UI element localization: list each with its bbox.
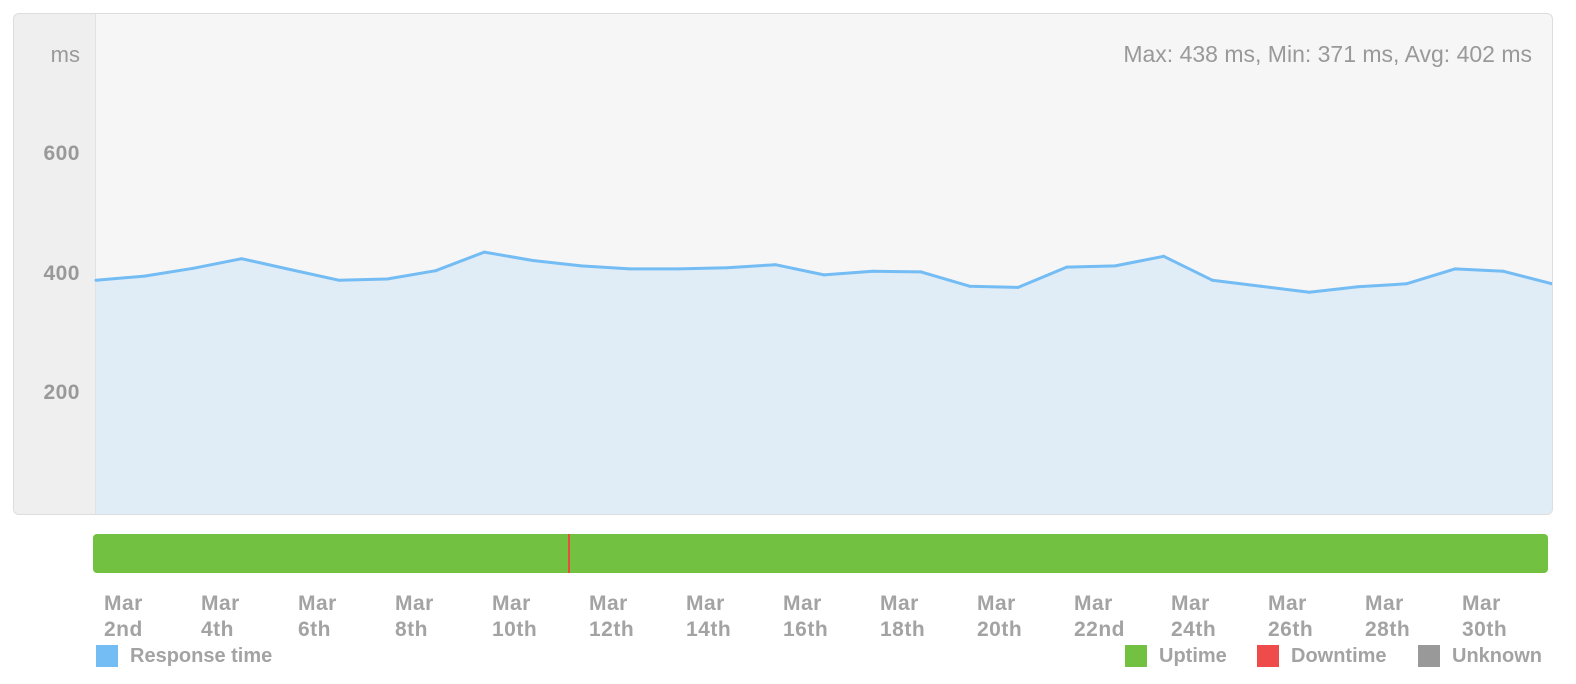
x-tick-month: Mar [1365,592,1404,615]
y-axis-unit: ms [50,42,80,67]
response-time-chart: ms 200 400 600 Max: 438 ms, Min: 371 ms, A… [13,13,1553,515]
response-time-point [579,264,583,268]
response-time-point [240,257,244,261]
response-time-point [94,278,98,282]
x-tick-label: Mar 4th [201,591,240,643]
response-time-plot [94,250,1552,514]
x-tick-label: Mar 6th [298,591,337,643]
response-time-point [1404,282,1408,286]
x-tick-month: Mar [104,592,143,615]
x-tick-month: Mar [1171,592,1210,615]
x-tick-month: Mar [395,592,434,615]
x-tick-month: Mar [977,592,1016,615]
legend-unknown-label: Unknown [1452,645,1542,667]
x-tick-label: Mar 16th [783,591,828,643]
response-time-point [1210,278,1214,282]
x-tick-month: Mar [1074,592,1113,615]
x-tick-day: 2nd [104,618,143,641]
response-time-point [676,267,680,271]
response-time-point [919,270,923,274]
response-time-point [628,267,632,271]
response-time-point [1016,285,1020,289]
x-tick-label: Mar 18th [880,591,925,643]
response-time-area [96,252,1552,514]
x-tick-day: 4th [201,618,234,641]
x-tick-month: Mar [298,592,337,615]
x-tick-day: 16th [783,618,829,641]
x-tick-month: Mar [201,592,240,615]
x-tick-day: 24th [1171,618,1217,641]
x-tick-label: Mar 26th [1268,591,1313,643]
x-tick-label: Mar 20th [977,591,1022,643]
response-time-point [531,259,535,262]
legend-response-time-label: Response time [130,645,273,667]
x-tick-label: Mar 24th [1171,591,1216,643]
response-time-point [288,268,292,271]
x-tick-day: 6th [298,618,331,641]
response-time-point [1065,265,1069,269]
y-tick-label: 600 [43,142,80,166]
response-time-swatch [96,645,118,667]
x-tick-day: 14th [686,618,732,641]
x-tick-month: Mar [492,592,531,615]
response-time-point [482,250,486,254]
response-time-point [143,274,146,278]
response-time-point [822,273,826,277]
response-time-point [1113,264,1117,268]
x-tick-month: Mar [686,592,725,615]
x-tick-day: 30th [1462,618,1508,641]
response-time-point [1502,269,1505,273]
y-tick-label: 400 [43,261,80,285]
x-tick-label: Mar 14th [686,591,731,643]
x-tick-label: Mar 28th [1365,591,1410,643]
x-tick-day: 8th [395,618,428,641]
x-tick-label: Mar 10th [492,591,537,643]
legend-downtime-label: Downtime [1291,645,1387,667]
x-tick-label: Mar 30th [1462,591,1507,643]
response-stats: Max: 438 ms, Min: 371 ms, Avg: 402 ms [1123,41,1532,67]
response-time-point [337,278,341,282]
x-tick-day: 20th [977,618,1023,641]
response-time-point [434,269,438,273]
response-time-point [1550,282,1552,286]
x-tick-label: Mar 22nd [1074,591,1125,643]
x-tick-month: Mar [1462,592,1501,615]
x-tick-label: Mar 8th [395,591,434,643]
x-tick-month: Mar [1268,592,1307,615]
unknown-swatch [1418,645,1440,667]
response-time-point [1453,267,1457,271]
y-axis-strip [14,14,96,514]
downtime-marker [568,534,571,573]
response-time-point [385,277,389,281]
response-time-point [774,263,777,267]
response-time-point [871,269,874,273]
response-time-point [968,284,972,288]
x-tick-day: 26th [1268,618,1314,641]
response-time-point [1307,290,1311,294]
x-tick-label: Mar 12th [589,591,634,643]
x-tick-day: 28th [1365,618,1411,641]
legend-uptime-label: Uptime [1159,645,1227,667]
uptime-swatch [1125,645,1147,667]
x-tick-day: 12th [589,618,635,641]
x-tick-day: 18th [880,618,926,641]
x-tick-day: 22nd [1074,618,1126,641]
x-tick-month: Mar [783,592,822,615]
x-tick-label: Mar 2nd [104,591,143,643]
uptime-bar [93,534,1548,573]
y-tick-label: 200 [43,381,80,405]
response-time-point [725,266,729,270]
response-time-point [191,266,195,270]
response-time-point [1259,284,1263,288]
x-tick-month: Mar [589,592,628,615]
response-time-point [1356,285,1360,289]
x-tick-day: 10th [492,618,538,641]
x-tick-month: Mar [880,592,919,615]
response-time-point [1162,254,1166,258]
downtime-swatch [1257,645,1279,667]
